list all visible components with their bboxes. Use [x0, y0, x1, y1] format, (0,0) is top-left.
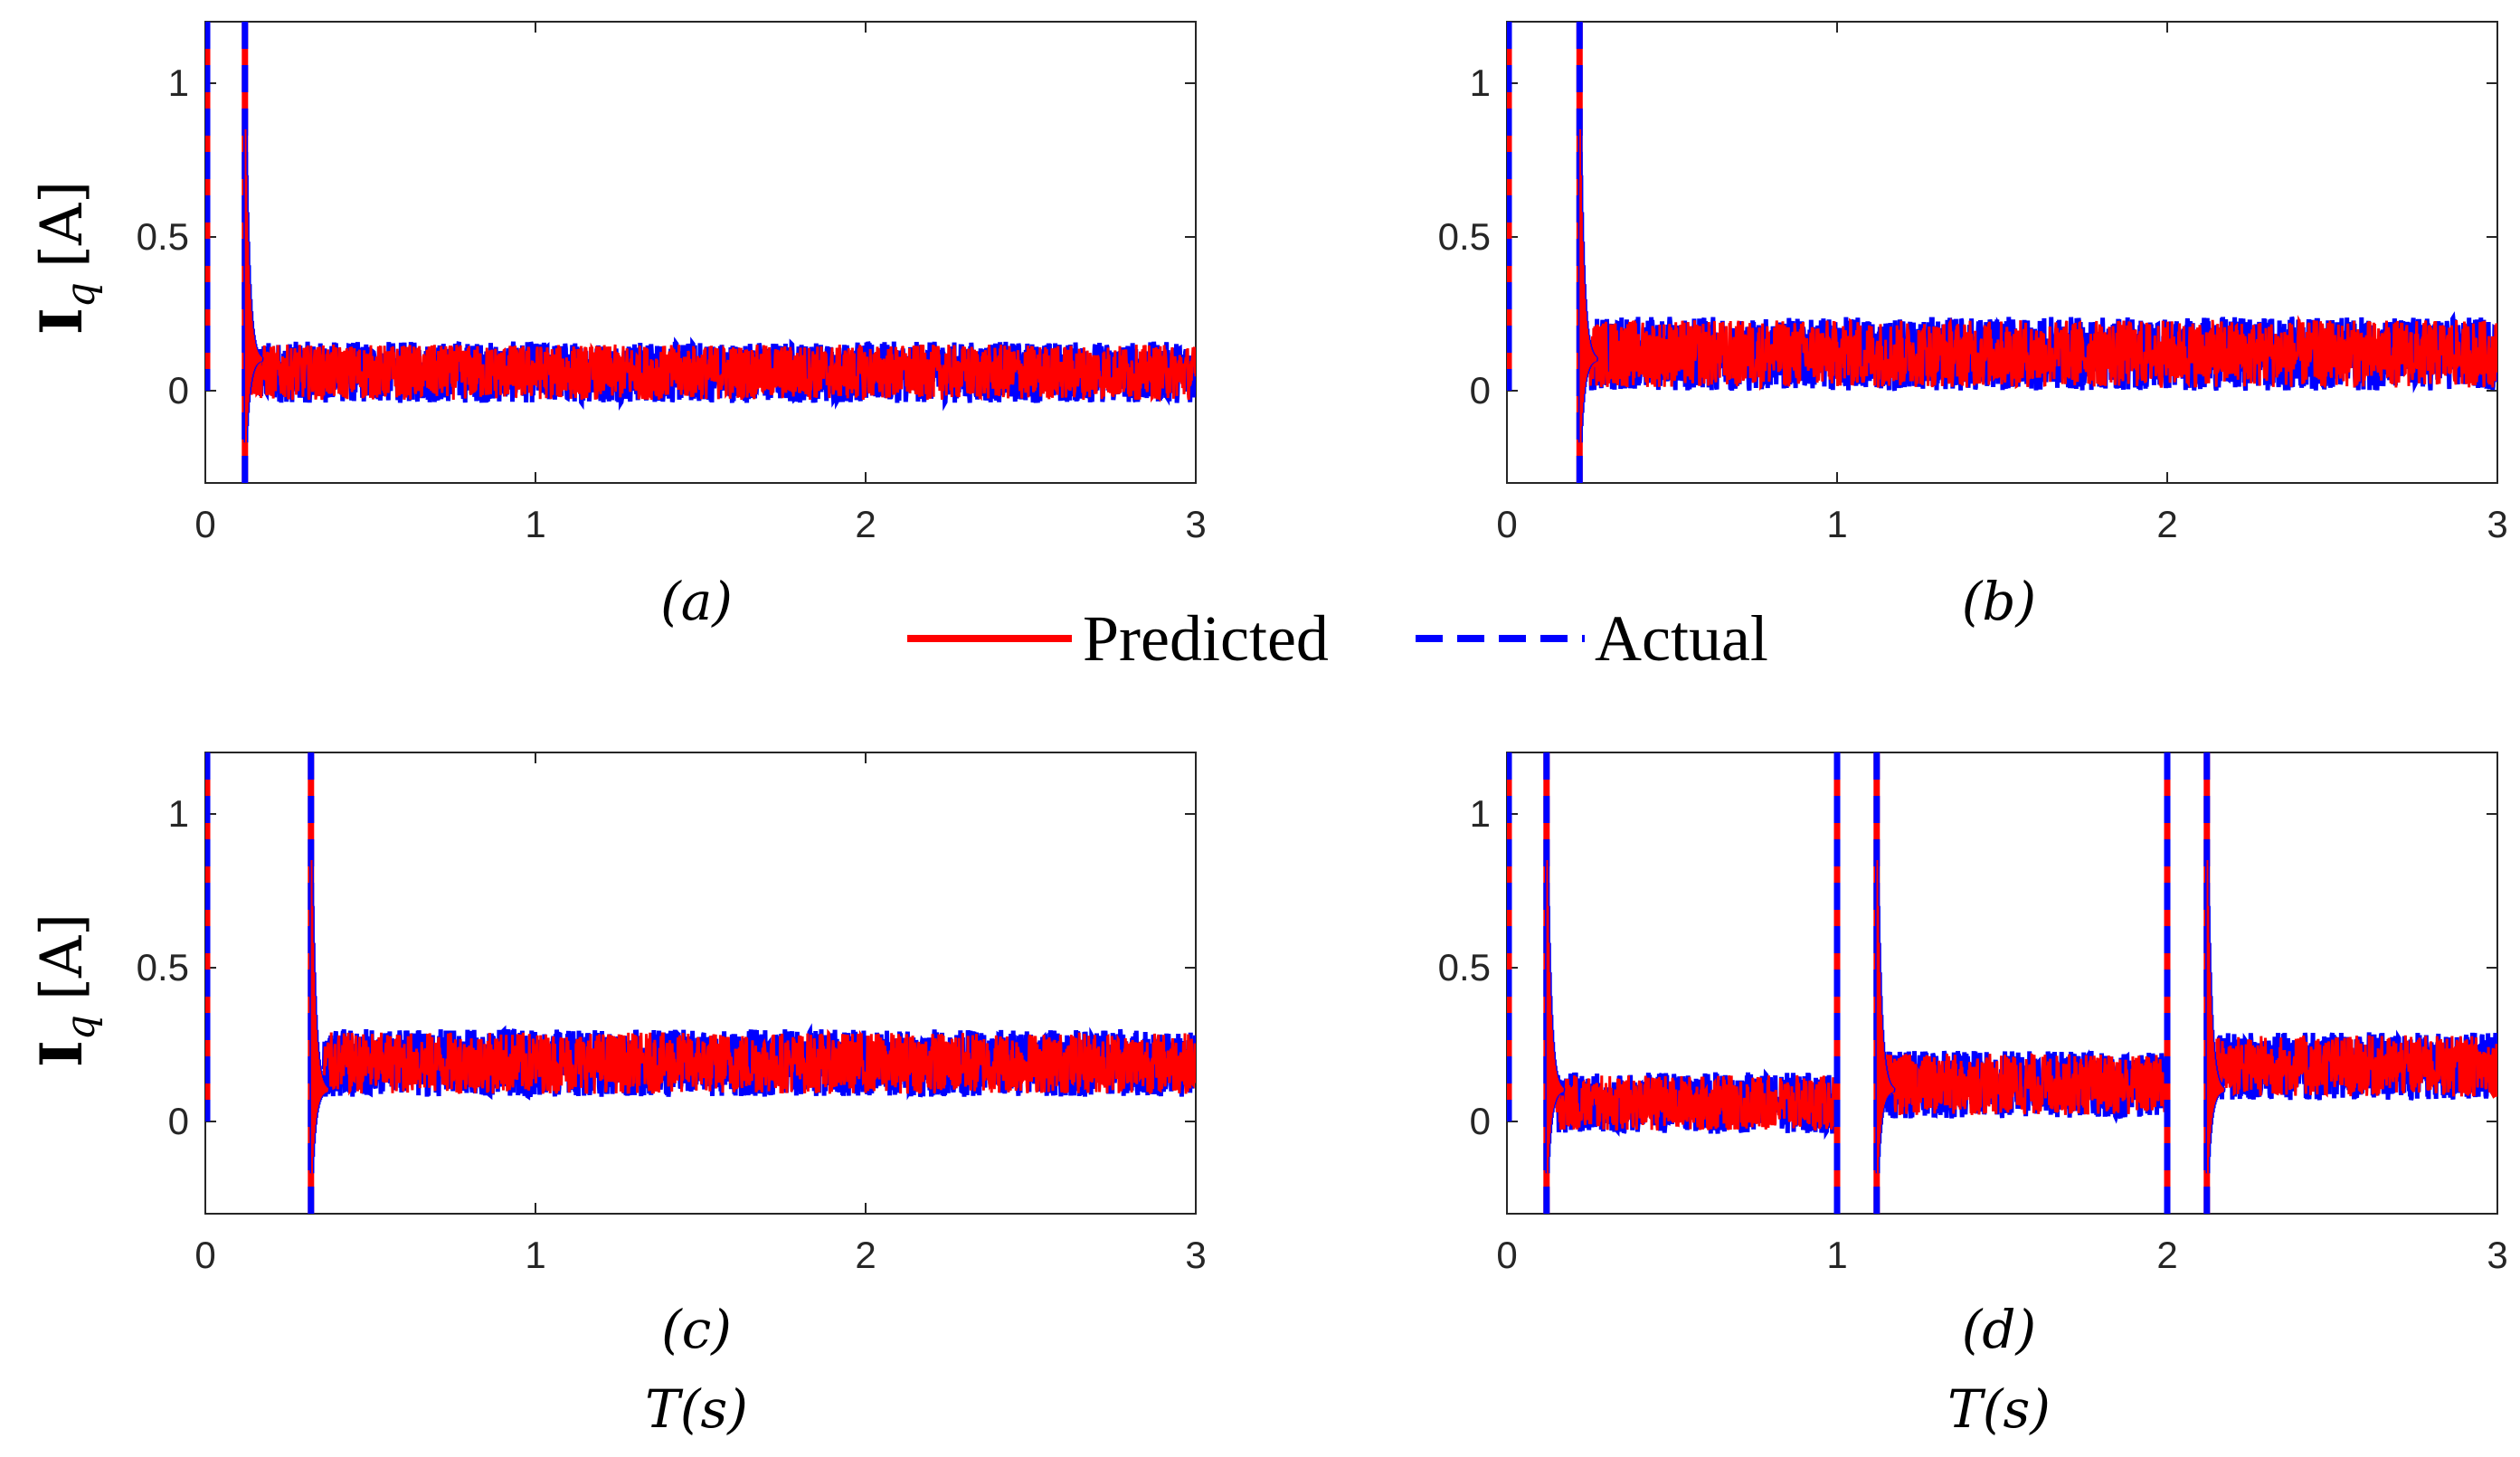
series-predicted — [250, 342, 1196, 403]
ylabel-unit: [A] — [29, 913, 96, 1000]
x-tick-label: 1 — [525, 503, 545, 545]
y-axis-label-c: Iq [A] — [28, 913, 104, 1067]
steady-trace-predicted — [1587, 315, 2497, 392]
x-tick-label: 2 — [855, 503, 876, 545]
plot-area — [205, 752, 1196, 1214]
axes-box — [1506, 21, 2498, 484]
x-tick-label: 1 — [1826, 503, 1847, 545]
steady-trace-predicted — [250, 342, 1196, 403]
transient-ringing-predicted — [1876, 859, 1895, 1174]
series-predicted — [1555, 1035, 2497, 1131]
caption-a: (a) — [660, 571, 733, 632]
steady-trace-predicted — [1885, 1053, 2169, 1116]
legend: Predicted Actual — [907, 602, 1768, 675]
series-predicted — [1587, 315, 2497, 392]
x-axis-label-c: T(s) — [645, 1378, 748, 1440]
x-tick-label: 3 — [2487, 503, 2507, 545]
x-tick-label: 0 — [1496, 1234, 1517, 1276]
transient-ringing-predicted — [2206, 859, 2225, 1174]
caption-c: (c) — [661, 1299, 732, 1360]
x-tick-label: 1 — [525, 1234, 545, 1276]
x-tick-label: 3 — [1185, 503, 1206, 545]
y-tick-label: 1 — [1470, 61, 1491, 104]
caption-d: (d) — [1962, 1299, 2036, 1360]
caption-b: (b) — [1962, 571, 2036, 632]
panel-c: 0 1 2 3 0 0.5 1 — [137, 752, 1207, 1276]
series-predicted — [322, 1028, 1196, 1096]
ylabel-main: I — [28, 307, 96, 335]
panel-d: 0 1 2 3 0 0.5 1 — [1438, 752, 2508, 1276]
y-tick-label: 0.5 — [1438, 215, 1491, 258]
x-tick-label: 0 — [194, 1234, 215, 1276]
steady-trace-predicted — [2215, 1035, 2497, 1100]
y-tick-label: 0 — [168, 369, 189, 412]
y-tick-label: 1 — [1470, 792, 1491, 835]
legend-label-predicted: Predicted — [1083, 602, 1329, 675]
panel-a: 0 1 2 3 0 0.5 1 — [137, 21, 1207, 545]
y-tick-label: 0 — [1470, 1100, 1491, 1142]
axes-box — [1506, 752, 2498, 1215]
transient-ringing-predicted — [244, 128, 263, 443]
legend-label-actual: Actual — [1595, 602, 1768, 675]
x-tick-label: 2 — [2156, 503, 2177, 545]
x-tick-label: 0 — [194, 503, 215, 545]
steady-trace-predicted — [322, 1028, 1196, 1096]
x-tick-label: 3 — [2487, 1234, 2507, 1276]
svg-text:Iq[A]: Iq [A] — [28, 181, 104, 335]
x-tick-label: 2 — [2156, 1234, 2177, 1276]
y-axis-label-a: Iq [A] — [28, 181, 104, 335]
svg-text:Iq[A]: Iq [A] — [28, 913, 104, 1067]
ylabel-main: I — [28, 1040, 96, 1067]
steady-trace-predicted — [1555, 1074, 1839, 1131]
axes-box — [204, 21, 1197, 484]
transient-ringing-predicted — [310, 859, 329, 1174]
plot-area — [1507, 752, 2497, 1214]
ylabel-sub: q — [58, 1015, 104, 1040]
transient-ringing-predicted — [1546, 859, 1564, 1174]
y-tick-label: 0 — [1470, 369, 1491, 412]
x-axis-label-d: T(s) — [1947, 1378, 2051, 1440]
y-tick-label: 0.5 — [137, 215, 189, 258]
y-tick-label: 0.5 — [137, 946, 189, 989]
plot-area — [1507, 22, 2497, 483]
x-tick-label: 2 — [855, 1234, 876, 1276]
ylabel-sub: q — [58, 282, 104, 307]
ylabel-unit: [A] — [29, 181, 96, 268]
y-tick-label: 1 — [168, 61, 189, 104]
x-tick-label: 1 — [1826, 1234, 1847, 1276]
panel-b: 0 1 2 3 0 0.5 1 — [1438, 21, 2508, 545]
transient-ringing-predicted — [1579, 128, 1597, 443]
y-tick-label: 0.5 — [1438, 946, 1491, 989]
axes-box — [204, 752, 1197, 1215]
y-tick-label: 1 — [168, 792, 189, 835]
y-tick-label: 0 — [168, 1100, 189, 1142]
x-tick-label: 0 — [1496, 503, 1517, 545]
plot-area — [205, 22, 1196, 483]
x-tick-label: 3 — [1185, 1234, 1206, 1276]
